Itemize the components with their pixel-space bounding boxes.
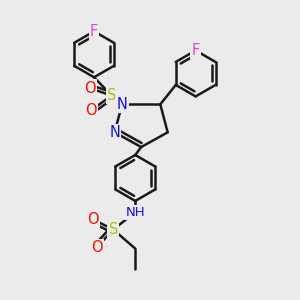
Text: S: S — [109, 222, 118, 237]
Text: S: S — [107, 88, 116, 103]
Text: NH: NH — [125, 206, 145, 219]
Text: O: O — [87, 212, 98, 227]
Text: F: F — [90, 24, 98, 39]
Text: O: O — [91, 240, 103, 255]
Text: N: N — [109, 125, 120, 140]
Text: N: N — [117, 97, 128, 112]
Text: O: O — [84, 81, 95, 96]
Text: O: O — [85, 103, 97, 118]
Text: F: F — [191, 43, 200, 58]
